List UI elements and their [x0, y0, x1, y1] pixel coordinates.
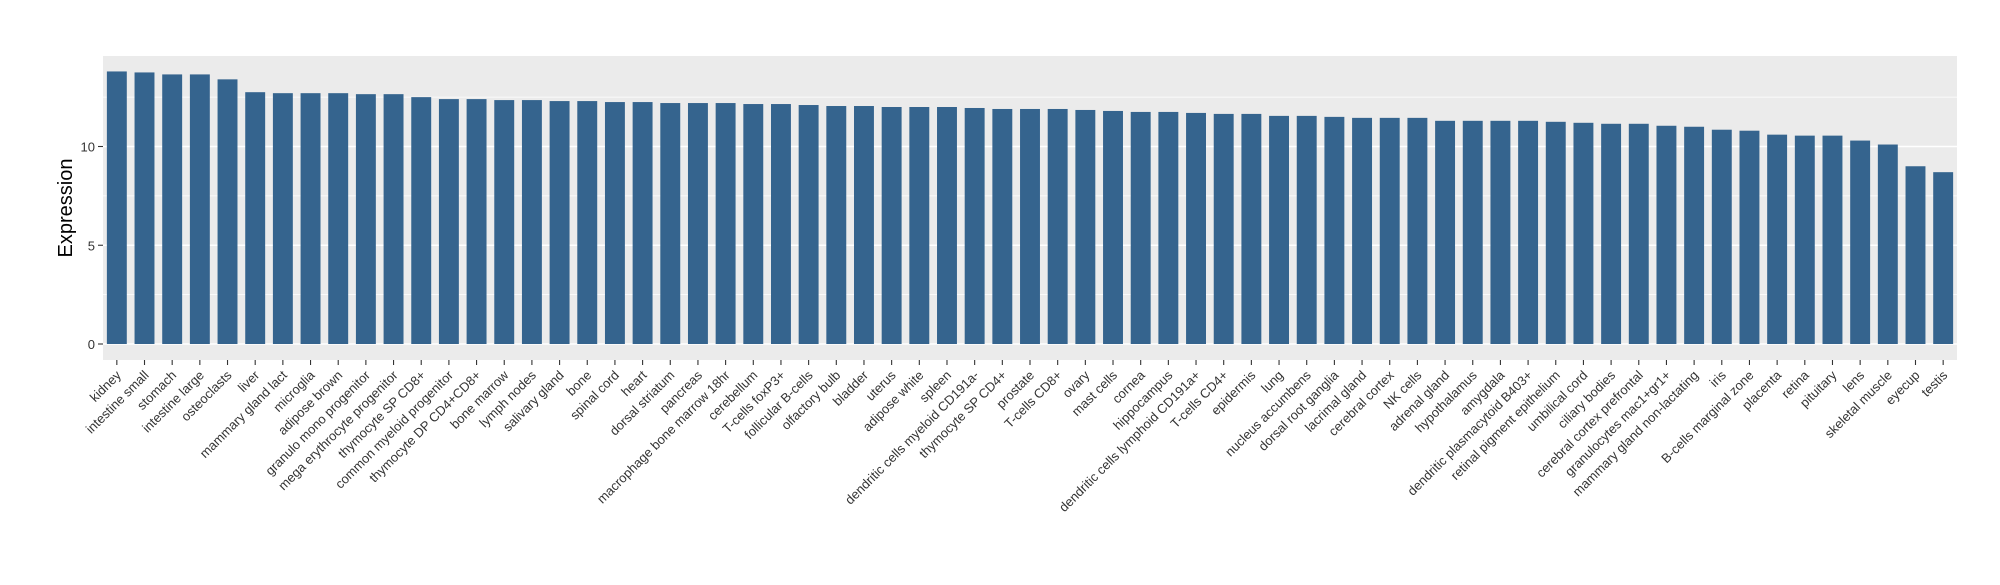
bar [964, 107, 985, 344]
x-tick-label: B-cells marginal zone [1658, 368, 1756, 466]
bar [1103, 110, 1123, 344]
bar [189, 74, 210, 344]
bar [106, 71, 127, 344]
bar [1767, 134, 1788, 344]
bar [1462, 120, 1483, 344]
bar [1435, 120, 1456, 344]
bar [1628, 123, 1649, 344]
bar [826, 106, 847, 344]
bar [1186, 112, 1206, 344]
bar [604, 102, 625, 344]
bar [272, 93, 293, 344]
bar [1739, 130, 1760, 344]
bar [1158, 111, 1179, 344]
y-axis: 0 5 10 [81, 140, 103, 352]
bar [660, 103, 681, 344]
bar [549, 101, 570, 344]
y-tick-label: 5 [88, 238, 95, 253]
bar [1684, 126, 1705, 344]
bar [1933, 172, 1954, 344]
bar [521, 100, 542, 345]
bars [106, 71, 1954, 345]
bar [1407, 117, 1428, 344]
bar [1379, 117, 1400, 344]
bar [881, 107, 902, 344]
bar [494, 100, 515, 345]
bar [1711, 129, 1732, 344]
y-tick-label: 10 [81, 140, 95, 155]
x-tick-label: testis [1918, 367, 1950, 399]
bar [1490, 120, 1511, 344]
bar [770, 104, 791, 344]
bar [1047, 108, 1068, 344]
bar [217, 79, 238, 344]
bar [1352, 117, 1373, 344]
bar [466, 99, 487, 344]
bar [854, 106, 874, 344]
bar [1241, 113, 1262, 344]
bar [687, 103, 708, 344]
bar [1518, 120, 1539, 344]
bar [909, 107, 930, 344]
bar [1213, 113, 1234, 344]
bar [577, 101, 598, 344]
bar [798, 105, 819, 345]
bar [992, 108, 1013, 344]
y-axis-title: Expression [55, 159, 77, 258]
bar [715, 103, 736, 344]
bar [1905, 166, 1926, 344]
bar [1130, 111, 1151, 344]
bar [1794, 135, 1815, 344]
bar [1296, 115, 1317, 344]
bar [355, 94, 376, 344]
bar [937, 107, 957, 344]
bar [1269, 115, 1290, 344]
bar [1822, 135, 1843, 344]
bar [1020, 108, 1040, 344]
bar [1573, 122, 1594, 344]
bar [632, 102, 653, 344]
bar [1850, 140, 1871, 344]
bar [1656, 125, 1677, 344]
bar [1601, 123, 1622, 344]
bar [1075, 109, 1096, 345]
bar [1324, 116, 1345, 344]
bar [1545, 121, 1566, 344]
y-tick-label: 0 [88, 337, 95, 352]
bar [300, 93, 321, 344]
bar [411, 97, 432, 344]
bar [1877, 144, 1898, 344]
bar [383, 94, 404, 344]
bar [245, 92, 266, 344]
bar [162, 74, 183, 344]
bar [743, 104, 764, 344]
bar [328, 93, 349, 344]
bar [134, 72, 155, 344]
bar [438, 99, 459, 344]
